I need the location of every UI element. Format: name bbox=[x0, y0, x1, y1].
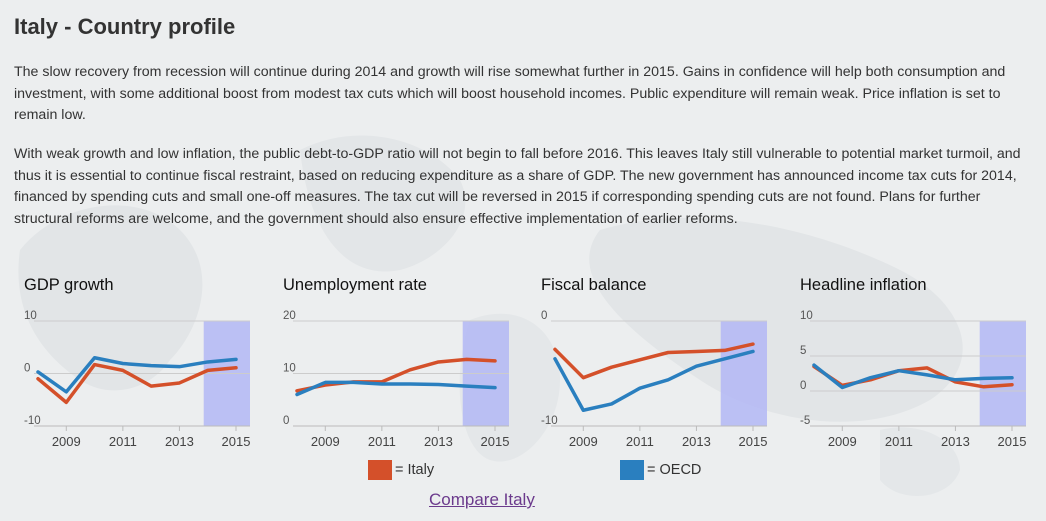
series-line-italy bbox=[553, 342, 755, 380]
fiscal-balance-chart: Fiscal balance 0 -10 2009 2011 2013 2015 bbox=[531, 272, 771, 452]
y-tick-label: 5 bbox=[800, 345, 806, 357]
x-tick-label: 2011 bbox=[368, 434, 396, 449]
y-tick-label: 0 bbox=[800, 380, 806, 392]
chart-plot: 0 -10 2009 2011 2013 2015 bbox=[541, 310, 768, 449]
y-tick-label: 20 bbox=[283, 310, 296, 322]
gdp-growth-chart: GDP growth 10 0 -10 2009 2011 2013 2015 bbox=[14, 272, 254, 452]
x-tick-label: 2013 bbox=[424, 434, 453, 449]
chart-title: Headline inflation bbox=[800, 276, 927, 294]
x-tick-label: 2009 bbox=[52, 434, 81, 449]
page-title: Italy - Country profile bbox=[14, 14, 236, 39]
x-tick-label: 2011 bbox=[109, 434, 137, 449]
projection-band bbox=[720, 321, 767, 426]
chart-title: GDP growth bbox=[24, 276, 114, 294]
series-line-italy bbox=[36, 362, 238, 405]
oecd-swatch bbox=[620, 460, 644, 480]
x-tick-label: 2009 bbox=[311, 434, 340, 449]
series-line-oecd bbox=[553, 349, 755, 412]
chart-plot: 10 5 0 -5 2009 2011 2013 2015 bbox=[800, 310, 1027, 449]
x-tick-label: 2009 bbox=[569, 434, 598, 449]
chart-plot: 10 0 -10 2009 2011 2013 2015 bbox=[24, 310, 251, 449]
series-line-italy bbox=[295, 357, 497, 393]
series-line-oecd bbox=[812, 363, 1014, 390]
legend-italy-label: = Italy bbox=[395, 462, 435, 478]
series-line-oecd bbox=[36, 356, 238, 394]
x-tick-label: 2013 bbox=[165, 434, 194, 449]
summary-paragraph-2: With weak growth and low inflation, the … bbox=[14, 146, 1021, 227]
unemployment-rate-chart: Unemployment rate 20 10 0 2009 2011 2013 2015 bbox=[273, 272, 513, 452]
y-tick-label: -10 bbox=[541, 415, 558, 427]
summary-paragraph-1: The slow recovery from recession will co… bbox=[14, 64, 1006, 123]
y-tick-label: 10 bbox=[24, 310, 37, 322]
legend-oecd: = OECD bbox=[620, 458, 701, 482]
compare-italy-link[interactable]: Compare Italy bbox=[429, 490, 535, 509]
y-tick-label: 0 bbox=[541, 310, 547, 322]
x-tick-label: 2013 bbox=[682, 434, 711, 449]
y-tick-label: 0 bbox=[24, 363, 30, 375]
series-line-oecd bbox=[295, 380, 497, 397]
x-tick-label: 2011 bbox=[885, 434, 913, 449]
x-tick-label: 2015 bbox=[481, 434, 510, 449]
chart-title: Unemployment rate bbox=[283, 276, 427, 294]
projection-band bbox=[979, 321, 1026, 426]
headline-inflation-chart: Headline inflation 10 5 0 -5 2009 2011 2013 201… bbox=[790, 272, 1030, 452]
legend-italy: = Italy bbox=[368, 458, 434, 482]
chart-title: Fiscal balance bbox=[541, 276, 647, 294]
x-tick-label: 2009 bbox=[828, 434, 857, 449]
italy-swatch bbox=[368, 460, 392, 480]
y-tick-label: 10 bbox=[283, 363, 296, 375]
x-tick-label: 2011 bbox=[626, 434, 654, 449]
y-tick-label: -5 bbox=[800, 415, 810, 427]
x-tick-label: 2015 bbox=[739, 434, 768, 449]
chart-plot: 20 10 0 2009 2011 2013 2015 bbox=[283, 310, 510, 449]
x-tick-label: 2015 bbox=[998, 434, 1027, 449]
y-tick-label: -10 bbox=[24, 415, 41, 427]
y-tick-label: 0 bbox=[283, 415, 289, 427]
x-tick-label: 2015 bbox=[222, 434, 251, 449]
x-tick-label: 2013 bbox=[941, 434, 970, 449]
legend-oecd-label: = OECD bbox=[647, 462, 702, 478]
y-tick-label: 10 bbox=[800, 310, 813, 322]
